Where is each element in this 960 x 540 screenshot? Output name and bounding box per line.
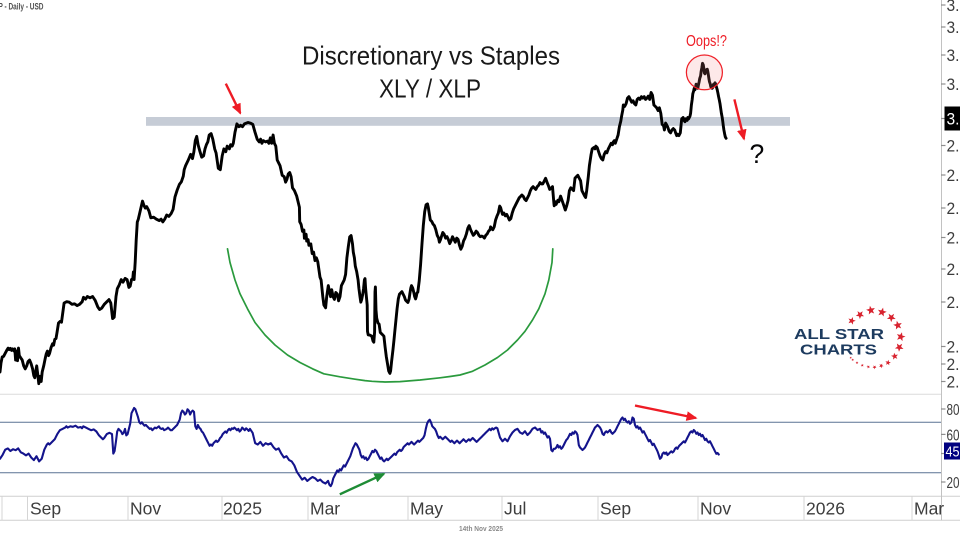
svg-text:2.: 2. bbox=[947, 338, 960, 357]
svg-text:3.: 3. bbox=[947, 0, 960, 15]
svg-text:Mar: Mar bbox=[310, 499, 340, 519]
svg-text:May: May bbox=[410, 499, 443, 519]
svg-text:60: 60 bbox=[947, 427, 960, 444]
svg-text:14th Nov 2025: 14th Nov 2025 bbox=[459, 526, 503, 533]
svg-text:Sep: Sep bbox=[30, 499, 61, 519]
svg-text:Sep: Sep bbox=[600, 499, 631, 519]
svg-text:2.: 2. bbox=[947, 166, 960, 185]
svg-text:2.: 2. bbox=[947, 373, 960, 392]
svg-text:Jul: Jul bbox=[504, 499, 526, 519]
svg-text:P - Daily - USD: P - Daily - USD bbox=[0, 1, 44, 11]
svg-text:Mar: Mar bbox=[914, 499, 944, 519]
svg-text:2025: 2025 bbox=[223, 499, 262, 519]
svg-text:Nov: Nov bbox=[700, 499, 731, 519]
svg-text:XLY / XLP: XLY / XLP bbox=[379, 74, 481, 104]
svg-text:?: ? bbox=[750, 139, 765, 169]
svg-text:2026: 2026 bbox=[806, 499, 845, 519]
svg-text:ALL STAR: ALL STAR bbox=[794, 326, 884, 343]
svg-text:3.: 3. bbox=[947, 110, 960, 129]
svg-text:3.: 3. bbox=[947, 18, 960, 37]
svg-text:45: 45 bbox=[946, 444, 960, 461]
svg-text:3.: 3. bbox=[947, 75, 960, 94]
svg-text:Discretionary vs Staples: Discretionary vs Staples bbox=[302, 41, 560, 71]
svg-text:Nov: Nov bbox=[130, 499, 161, 519]
svg-text:2.: 2. bbox=[947, 199, 960, 218]
svg-text:2.: 2. bbox=[947, 293, 960, 312]
svg-text:2.: 2. bbox=[947, 229, 960, 248]
svg-text:CHARTS: CHARTS bbox=[800, 342, 877, 359]
svg-text:20: 20 bbox=[947, 475, 960, 492]
svg-text:Oops!?: Oops!? bbox=[686, 33, 727, 50]
svg-text:2.: 2. bbox=[947, 355, 960, 374]
svg-text:2.: 2. bbox=[947, 137, 960, 156]
svg-text:3.: 3. bbox=[947, 46, 960, 65]
svg-text:2.: 2. bbox=[947, 260, 960, 279]
svg-text:80: 80 bbox=[947, 402, 960, 419]
